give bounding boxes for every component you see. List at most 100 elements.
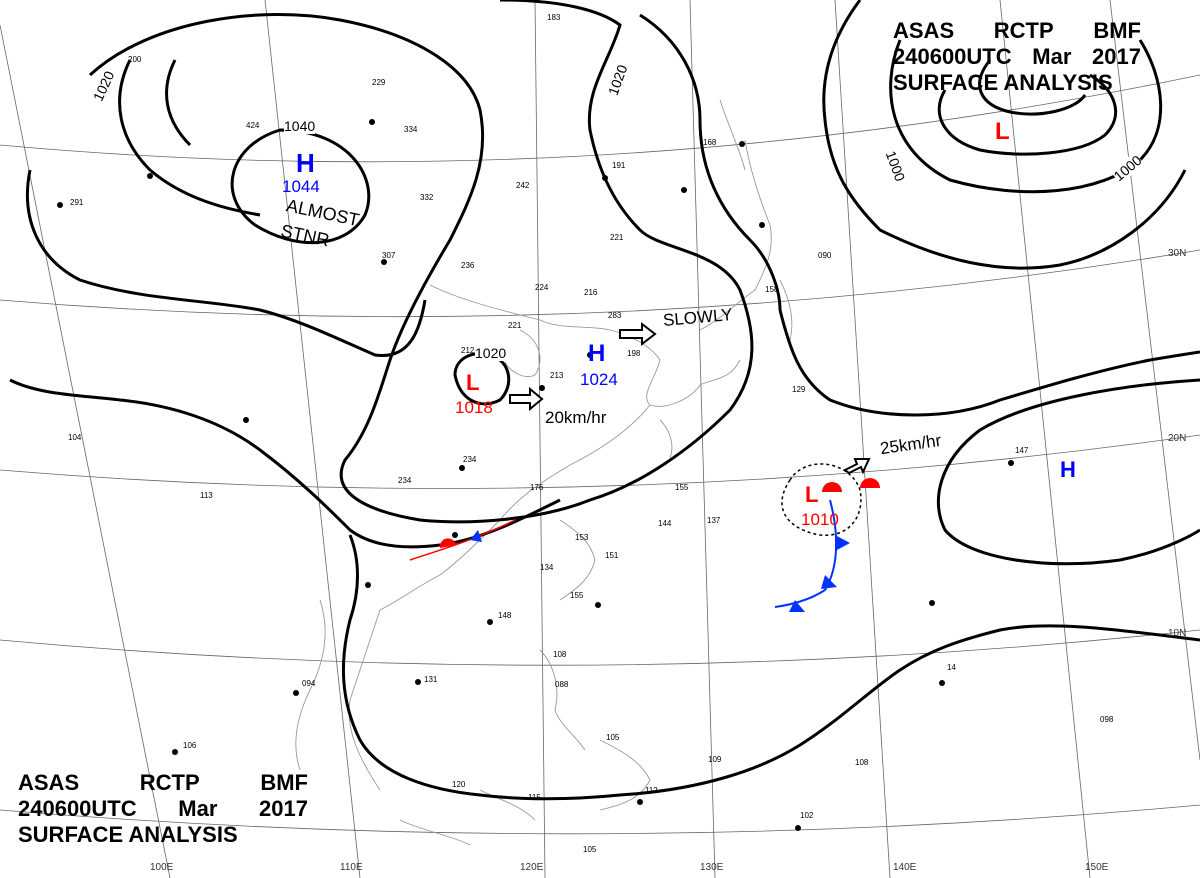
svg-text:104: 104 bbox=[68, 433, 82, 442]
svg-text:102: 102 bbox=[800, 811, 814, 820]
header-bottom: ASAS RCTP BMF 240600UTC Mar 2017 SURFACE… bbox=[18, 770, 308, 848]
svg-text:115: 115 bbox=[528, 793, 541, 802]
svg-text:137: 137 bbox=[707, 516, 721, 525]
svg-text:129: 129 bbox=[792, 385, 806, 394]
header-datetime: 240600UTC bbox=[18, 796, 137, 821]
svg-text:158: 158 bbox=[765, 285, 779, 294]
svg-text:155: 155 bbox=[675, 483, 689, 492]
high-symbol-pacific: H bbox=[1060, 457, 1076, 482]
lon-label-130e: 130E bbox=[700, 862, 724, 873]
header-station: RCTP bbox=[139, 770, 200, 795]
header-code: BMF bbox=[1093, 18, 1141, 43]
lon-label-110e: 110E bbox=[340, 862, 363, 873]
header-product: SURFACE ANALYSIS bbox=[893, 70, 1113, 95]
svg-text:106: 106 bbox=[183, 741, 197, 750]
svg-text:424: 424 bbox=[246, 121, 260, 130]
svg-text:200: 200 bbox=[128, 55, 142, 64]
svg-text:098: 098 bbox=[1100, 715, 1114, 724]
svg-text:183: 183 bbox=[547, 13, 561, 22]
svg-text:153: 153 bbox=[575, 533, 589, 542]
svg-text:334: 334 bbox=[404, 125, 418, 134]
svg-text:224: 224 bbox=[535, 283, 549, 292]
svg-text:168: 168 bbox=[703, 138, 717, 147]
isobars bbox=[9, 0, 1200, 801]
svg-text:112: 112 bbox=[645, 786, 658, 795]
svg-text:151: 151 bbox=[605, 551, 619, 560]
svg-text:291: 291 bbox=[70, 198, 84, 207]
high-symbol-eastchina: H bbox=[588, 340, 606, 367]
svg-text:216: 216 bbox=[584, 288, 598, 297]
svg-text:221: 221 bbox=[610, 233, 624, 242]
header-datetime: 240600UTC bbox=[893, 44, 1012, 69]
header-code: BMF bbox=[260, 770, 308, 795]
header-station: RCTP bbox=[993, 18, 1054, 43]
isobar-label-1040: 1040 bbox=[284, 118, 316, 134]
low-pressure-inland: 1018 bbox=[455, 398, 493, 417]
svg-text:221: 221 bbox=[508, 321, 522, 330]
svg-text:234: 234 bbox=[398, 476, 412, 485]
svg-text:198: 198 bbox=[627, 349, 641, 358]
lat-label-30n: 30N bbox=[1168, 248, 1187, 259]
header-month: Mar bbox=[178, 796, 218, 821]
svg-text:14: 14 bbox=[947, 663, 956, 672]
svg-text:105: 105 bbox=[606, 733, 620, 742]
svg-text:234: 234 bbox=[463, 455, 477, 464]
svg-text:094: 094 bbox=[302, 679, 316, 688]
latitude-grid bbox=[0, 74, 1200, 835]
low-symbol-inland: L bbox=[466, 370, 480, 395]
svg-text:144: 144 bbox=[658, 519, 672, 528]
header-agency: ASAS bbox=[893, 18, 955, 43]
lon-label-150e: 150E bbox=[1085, 862, 1109, 873]
warm-front bbox=[822, 478, 880, 492]
stationary-front bbox=[409, 519, 516, 561]
svg-text:191: 191 bbox=[612, 161, 626, 170]
svg-text:109: 109 bbox=[708, 755, 722, 764]
svg-text:332: 332 bbox=[420, 193, 434, 202]
svg-text:242: 242 bbox=[516, 181, 530, 190]
lat-label-10n: 10N bbox=[1168, 628, 1187, 639]
high-pressure-eastchina: 1024 bbox=[580, 370, 618, 389]
svg-text:090: 090 bbox=[818, 251, 832, 260]
header-top: ASAS RCTP BMF 240600UTC Mar 2017 SURFACE… bbox=[893, 18, 1141, 96]
high-pressure-mongolia: 1044 bbox=[282, 177, 320, 196]
lon-label-120e: 120E bbox=[520, 862, 544, 873]
header-year: 2017 bbox=[259, 796, 308, 821]
svg-text:212: 212 bbox=[461, 346, 475, 355]
svg-text:176: 176 bbox=[530, 483, 544, 492]
svg-text:229: 229 bbox=[372, 78, 386, 87]
svg-text:283: 283 bbox=[608, 311, 622, 320]
high-symbol-mongolia: H bbox=[296, 148, 315, 178]
header-year: 2017 bbox=[1092, 44, 1141, 69]
svg-text:113: 113 bbox=[200, 491, 213, 500]
coastlines bbox=[295, 99, 793, 846]
low-symbol-north: L bbox=[995, 118, 1010, 145]
header-month: Mar bbox=[1032, 44, 1072, 69]
svg-text:134: 134 bbox=[540, 563, 554, 572]
svg-text:120: 120 bbox=[452, 780, 466, 789]
header-product: SURFACE ANALYSIS bbox=[18, 822, 238, 847]
movement-inland-speed: 20km/hr bbox=[545, 408, 607, 427]
low-pressure-pacific: 1010 bbox=[801, 510, 839, 529]
movement-arrows bbox=[509, 321, 871, 475]
svg-text:105: 105 bbox=[583, 845, 597, 854]
svg-text:213: 213 bbox=[550, 371, 564, 380]
svg-text:307: 307 bbox=[382, 251, 396, 260]
station-markers bbox=[57, 119, 1014, 831]
lat-label-20n: 20N bbox=[1168, 433, 1187, 444]
lon-label-100e: 100E bbox=[150, 862, 174, 873]
lon-label-140e: 140E bbox=[893, 862, 917, 873]
header-agency: ASAS bbox=[18, 770, 80, 795]
low-symbol-pacific: L bbox=[805, 482, 819, 507]
svg-text:108: 108 bbox=[553, 650, 567, 659]
svg-text:147: 147 bbox=[1015, 446, 1029, 455]
cold-front bbox=[774, 499, 850, 612]
svg-text:088: 088 bbox=[555, 680, 569, 689]
svg-text:108: 108 bbox=[855, 758, 869, 767]
svg-text:148: 148 bbox=[498, 611, 512, 620]
isobar-label-1020-inland: 1020 bbox=[475, 345, 507, 361]
svg-text:131: 131 bbox=[424, 675, 438, 684]
